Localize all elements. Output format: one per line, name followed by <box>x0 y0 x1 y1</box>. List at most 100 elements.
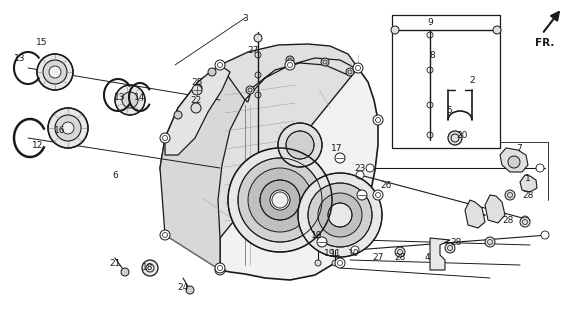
Circle shape <box>373 115 383 125</box>
Circle shape <box>43 60 67 84</box>
Polygon shape <box>218 58 378 280</box>
Text: 13: 13 <box>14 53 26 62</box>
Circle shape <box>248 168 312 232</box>
Circle shape <box>55 115 81 141</box>
Circle shape <box>298 173 382 257</box>
Text: 27: 27 <box>372 253 384 262</box>
Text: 5: 5 <box>446 106 452 115</box>
Circle shape <box>308 183 372 247</box>
Text: 14: 14 <box>134 92 146 101</box>
Circle shape <box>254 34 262 42</box>
Circle shape <box>332 260 338 266</box>
Text: 8: 8 <box>429 51 435 60</box>
Circle shape <box>346 68 354 76</box>
Circle shape <box>357 190 367 200</box>
Circle shape <box>505 190 515 200</box>
Circle shape <box>493 26 501 34</box>
Polygon shape <box>245 58 355 102</box>
Text: 16: 16 <box>54 125 66 134</box>
Polygon shape <box>160 65 245 270</box>
Text: 23: 23 <box>354 164 366 172</box>
Polygon shape <box>520 175 537 192</box>
Text: 28: 28 <box>450 237 462 246</box>
Circle shape <box>160 133 170 143</box>
Text: 28: 28 <box>523 190 533 199</box>
Circle shape <box>286 131 314 159</box>
Circle shape <box>391 26 399 34</box>
Circle shape <box>194 84 202 92</box>
Circle shape <box>260 180 300 220</box>
Circle shape <box>373 190 383 200</box>
Circle shape <box>160 230 170 240</box>
Text: 26: 26 <box>380 180 392 189</box>
Circle shape <box>121 268 129 276</box>
Text: 11: 11 <box>330 249 342 258</box>
Text: 2: 2 <box>469 76 475 84</box>
Circle shape <box>335 153 345 163</box>
Text: 18: 18 <box>142 263 154 273</box>
Text: 12: 12 <box>32 140 44 149</box>
Circle shape <box>208 68 216 76</box>
Circle shape <box>215 265 225 275</box>
Text: 24: 24 <box>177 283 188 292</box>
Circle shape <box>335 258 345 268</box>
Text: 13: 13 <box>114 92 126 101</box>
Circle shape <box>122 92 138 108</box>
Text: 7: 7 <box>516 143 522 153</box>
Circle shape <box>351 246 359 254</box>
Circle shape <box>215 263 225 273</box>
Text: 1: 1 <box>525 173 531 182</box>
Circle shape <box>186 286 194 294</box>
Circle shape <box>62 122 74 134</box>
Circle shape <box>115 85 145 115</box>
Polygon shape <box>465 200 485 228</box>
Circle shape <box>485 237 495 247</box>
Circle shape <box>520 217 530 227</box>
Circle shape <box>191 103 201 113</box>
Circle shape <box>238 158 322 242</box>
Text: 15: 15 <box>36 37 48 46</box>
Circle shape <box>353 63 363 73</box>
Text: 19: 19 <box>324 249 336 258</box>
Text: 27: 27 <box>247 45 259 54</box>
Text: 28: 28 <box>394 253 406 262</box>
Circle shape <box>37 54 73 90</box>
Polygon shape <box>165 65 230 155</box>
Circle shape <box>174 111 182 119</box>
Circle shape <box>318 193 362 237</box>
Circle shape <box>317 237 327 247</box>
Circle shape <box>278 123 322 167</box>
Circle shape <box>356 171 364 179</box>
Circle shape <box>142 260 158 276</box>
Circle shape <box>508 156 520 168</box>
Polygon shape <box>160 44 358 238</box>
Text: 22: 22 <box>190 95 202 105</box>
Text: 25: 25 <box>191 77 203 86</box>
Text: 3: 3 <box>242 13 248 22</box>
Circle shape <box>328 203 352 227</box>
Text: 17: 17 <box>331 143 343 153</box>
Text: 19: 19 <box>311 230 323 239</box>
Circle shape <box>228 148 332 252</box>
Text: 28: 28 <box>502 215 514 225</box>
Text: 21: 21 <box>109 259 121 268</box>
Circle shape <box>521 216 529 224</box>
Circle shape <box>270 190 290 210</box>
Text: 6: 6 <box>112 171 118 180</box>
Circle shape <box>286 56 294 64</box>
Polygon shape <box>485 195 505 223</box>
Circle shape <box>49 66 61 78</box>
Polygon shape <box>430 238 450 270</box>
Circle shape <box>366 164 374 172</box>
Circle shape <box>321 58 329 66</box>
Circle shape <box>285 60 295 70</box>
Circle shape <box>192 85 202 95</box>
Circle shape <box>541 231 549 239</box>
Circle shape <box>215 60 225 70</box>
Circle shape <box>448 131 462 145</box>
Polygon shape <box>500 148 528 172</box>
Circle shape <box>445 243 455 253</box>
Text: 4: 4 <box>424 253 430 262</box>
Circle shape <box>536 164 544 172</box>
Text: 20: 20 <box>456 131 468 140</box>
